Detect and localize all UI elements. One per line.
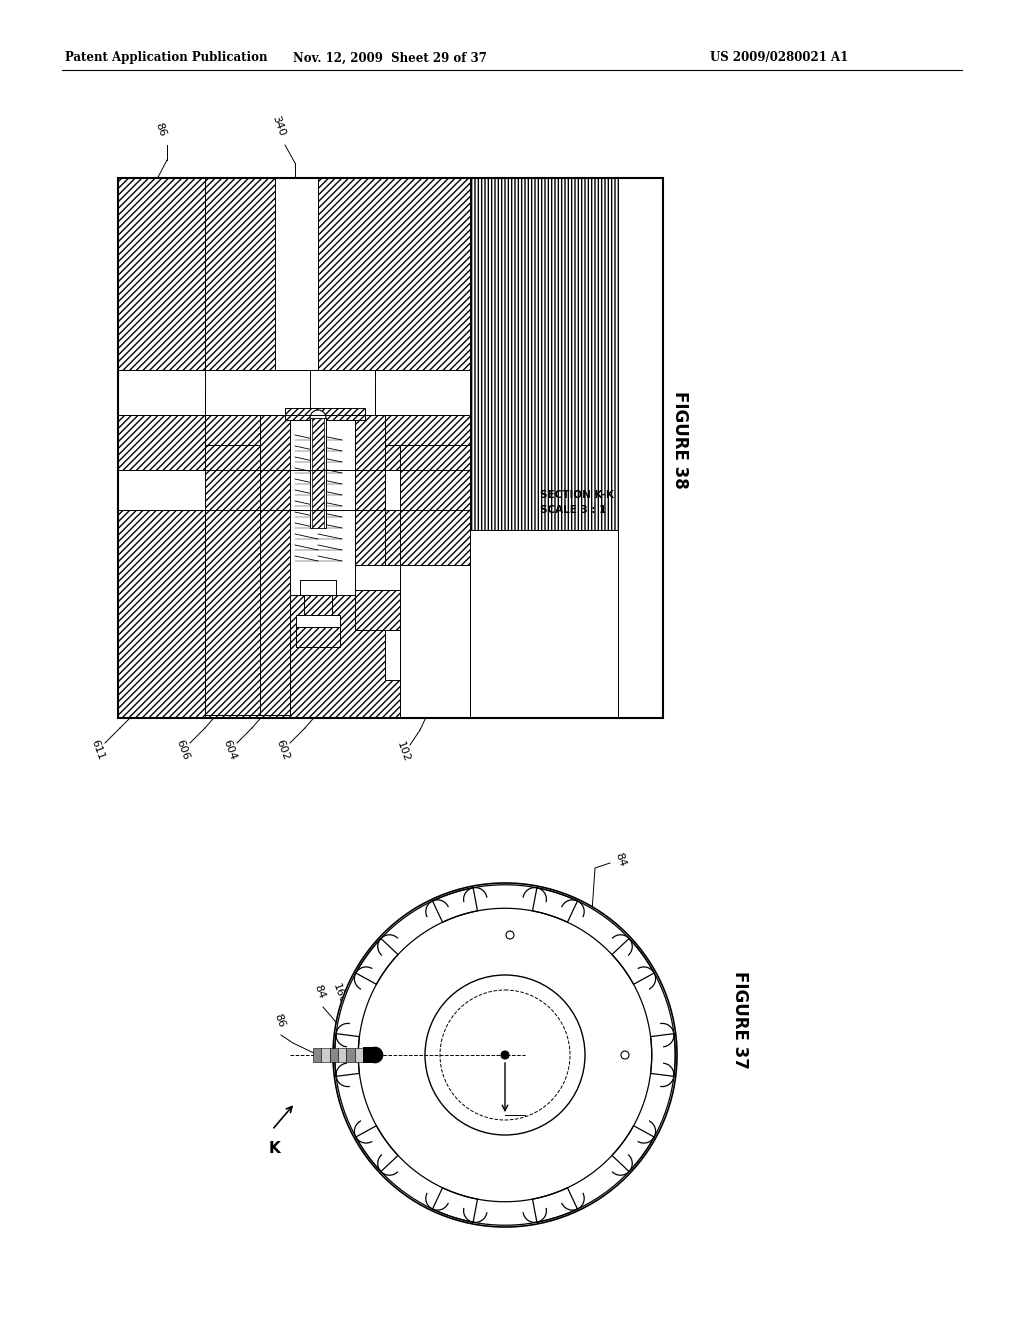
Text: FIGURE 37: FIGURE 37 [731, 972, 749, 1069]
Text: Nov. 12, 2009  Sheet 29 of 37: Nov. 12, 2009 Sheet 29 of 37 [293, 51, 487, 65]
Bar [338, 1048, 346, 1063]
Bar [304, 595, 332, 615]
Text: 102: 102 [394, 741, 412, 764]
Circle shape [367, 1047, 383, 1063]
Text: 86: 86 [272, 1012, 286, 1030]
Bar [346, 1048, 354, 1063]
Text: 160: 160 [331, 982, 347, 1005]
Bar [118, 178, 663, 718]
Circle shape [310, 411, 326, 426]
Bar [330, 1048, 338, 1063]
Bar [205, 389, 260, 440]
Text: 340: 340 [270, 115, 288, 139]
Bar [296, 615, 340, 627]
Bar [300, 579, 336, 595]
Bar [313, 1048, 322, 1063]
Text: SCALE 3 : 1: SCALE 3 : 1 [540, 506, 606, 515]
Bar [118, 414, 205, 470]
Text: 86: 86 [153, 121, 167, 139]
Bar [355, 590, 400, 630]
Bar [400, 445, 470, 565]
Circle shape [425, 975, 585, 1135]
Bar [362, 1047, 377, 1063]
Bar [205, 370, 470, 414]
Bar [118, 470, 205, 510]
Bar [205, 510, 470, 718]
Bar [312, 418, 324, 528]
Bar [400, 565, 470, 718]
Circle shape [333, 883, 677, 1228]
Bar [275, 178, 318, 370]
Bar [285, 408, 365, 420]
Bar [275, 414, 318, 470]
Bar [118, 370, 205, 414]
Bar [205, 178, 470, 370]
Text: US 2009/0280021 A1: US 2009/0280021 A1 [710, 51, 848, 65]
Text: K: K [268, 1140, 280, 1156]
Bar [118, 510, 205, 718]
Bar [322, 1048, 330, 1063]
Text: 602: 602 [274, 738, 291, 762]
Text: SECTION K-K: SECTION K-K [540, 490, 613, 500]
Bar [290, 414, 355, 595]
Bar [385, 630, 400, 680]
Bar [375, 414, 470, 445]
Text: 606: 606 [175, 738, 191, 762]
Text: 84: 84 [313, 983, 327, 1001]
Bar [260, 414, 290, 715]
Text: 84: 84 [613, 851, 628, 869]
Bar [205, 370, 310, 414]
Bar [310, 418, 326, 528]
Text: Patent Application Publication: Patent Application Publication [65, 51, 267, 65]
Bar [470, 178, 618, 531]
Text: 611: 611 [90, 738, 106, 762]
Bar [205, 414, 470, 470]
Bar [205, 470, 470, 510]
Bar [205, 445, 260, 715]
Circle shape [501, 1051, 509, 1059]
Bar [375, 389, 430, 440]
Bar [355, 414, 385, 585]
Bar [296, 627, 340, 647]
Text: FIGURE 38: FIGURE 38 [671, 391, 689, 488]
Bar [618, 178, 663, 718]
Text: 604: 604 [221, 738, 239, 762]
Bar [355, 565, 400, 590]
Circle shape [372, 1049, 382, 1060]
Bar [354, 1048, 362, 1063]
Bar [118, 178, 663, 718]
Bar [470, 531, 618, 718]
Bar [118, 178, 205, 370]
Bar [205, 414, 285, 445]
Bar [375, 370, 470, 414]
